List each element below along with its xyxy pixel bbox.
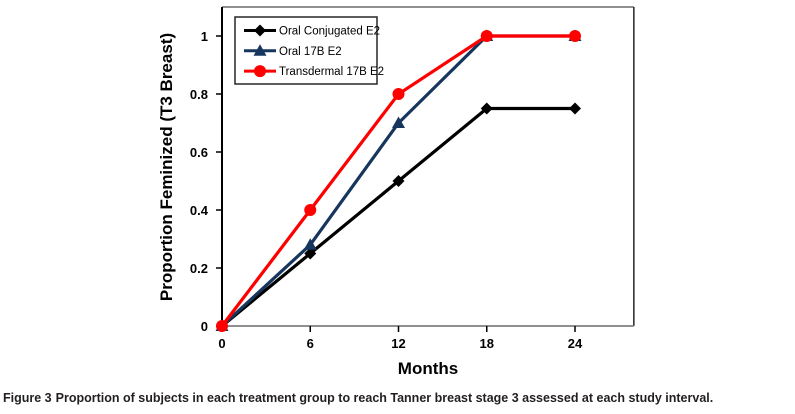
legend-marker-diamond [254, 24, 266, 37]
marker-triangle-oral-17b-e2 [392, 116, 405, 128]
y-tick-label: 0 [201, 319, 208, 334]
y-tick-label: 0.4 [190, 203, 209, 218]
x-axis-title: Months [397, 359, 459, 378]
marker-circle-transdermal-17b-e2 [569, 30, 581, 42]
x-tick-label: 12 [391, 336, 405, 351]
marker-triangle-oral-17b-e2 [303, 238, 317, 250]
marker-diamond-oral-conjugated-e2 [480, 102, 493, 115]
legend-label-oral-conjugated-e2: Oral Conjugated E2 [279, 26, 380, 38]
x-tick-label: 18 [480, 336, 494, 351]
x-tick-label: 24 [568, 336, 583, 351]
y-tick-label: 0.6 [190, 145, 208, 160]
y-tick-label: 1 [201, 29, 208, 44]
marker-diamond-oral-conjugated-e2 [569, 102, 581, 115]
figure-caption-label: Figure 3 [3, 391, 52, 405]
marker-circle-transdermal-17b-e2 [392, 88, 405, 100]
series-line-oral-conjugated-e2 [220, 106, 575, 328]
x-tick-label: 0 [218, 336, 225, 351]
legend-marker-triangle [253, 44, 267, 56]
chart-canvas: 0 0.2 0.4 0.6 0.8 1 0 6 12 18 24 Oral Conjugated E2… [190, 6, 635, 351]
y-axis-title: Proportion Feminized (T3 Breast) [157, 32, 176, 302]
marker-diamond-oral-conjugated-e2 [304, 247, 317, 260]
x-tick-label: 6 [307, 336, 314, 351]
legend-label-transdermal-17b-e2: Transdermal 17B E2 [279, 66, 384, 78]
marker-circle-transdermal-17b-e2 [216, 320, 228, 332]
figure-caption-text: Proportion of subjects in each treatment… [55, 391, 714, 405]
y-tick-label: 0.2 [190, 261, 208, 276]
legend-marker-circle [254, 65, 266, 78]
y-tick-label: 0.8 [190, 87, 208, 102]
marker-diamond-oral-conjugated-e2 [392, 175, 405, 187]
marker-circle-transdermal-17b-e2 [480, 30, 493, 42]
legend-label-oral-17b-e2: Oral 17B E2 [279, 46, 342, 58]
marker-circle-transdermal-17b-e2 [304, 204, 317, 216]
figure-caption: Figure 3 Proportion of subjects in each t… [3, 391, 793, 405]
